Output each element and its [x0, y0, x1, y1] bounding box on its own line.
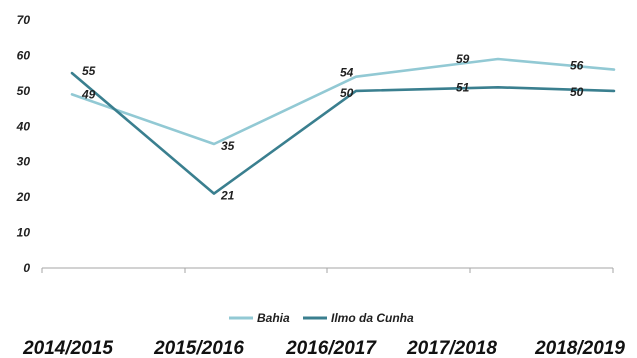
data-label: 51	[456, 80, 470, 94]
y-tick-label: 60	[17, 48, 31, 62]
y-tick-label: 70	[17, 13, 31, 27]
y-tick-label: 30	[17, 155, 31, 169]
data-labels: 49 35 54 59 56 55 21 50 51 50	[81, 52, 584, 203]
y-axis: 0 10 20 30 40 50 60 70	[16, 13, 31, 275]
data-label: 56	[570, 59, 584, 73]
x-tick-label: 2018/2019	[534, 338, 625, 358]
data-label: 21	[220, 189, 235, 203]
y-tick-label: 50	[17, 84, 31, 98]
series-line-ilmo-da-cunha	[70, 71, 616, 195]
y-tick-label: 0	[23, 261, 30, 275]
series-line-bahia	[70, 57, 616, 146]
data-label: 49	[81, 87, 96, 101]
x-axis	[41, 267, 614, 273]
y-tick-label: 20	[16, 190, 31, 204]
data-label: 55	[82, 64, 96, 78]
data-label: 59	[456, 52, 470, 66]
data-label: 54	[340, 66, 354, 80]
series-lines	[70, 57, 616, 195]
x-tick-label: 2016/2017	[285, 338, 377, 358]
y-tick-label: 10	[17, 226, 31, 240]
legend-label: Ilmo da Cunha	[331, 311, 414, 325]
legend-label: Bahia	[257, 311, 290, 325]
data-label: 50	[340, 86, 354, 100]
data-label: 35	[221, 139, 235, 153]
legend: Bahia Ilmo da Cunha	[229, 311, 414, 325]
x-tick-labels: 2014/2015 2015/2016 2016/2017 2017/2018 2018…	[22, 338, 625, 358]
x-tick-label: 2014/2015	[22, 338, 113, 358]
x-tick-label: 2015/2016	[153, 338, 244, 358]
data-label: 50	[570, 85, 584, 99]
x-tick-label: 2017/2018	[406, 338, 497, 358]
y-tick-label: 40	[16, 119, 31, 133]
